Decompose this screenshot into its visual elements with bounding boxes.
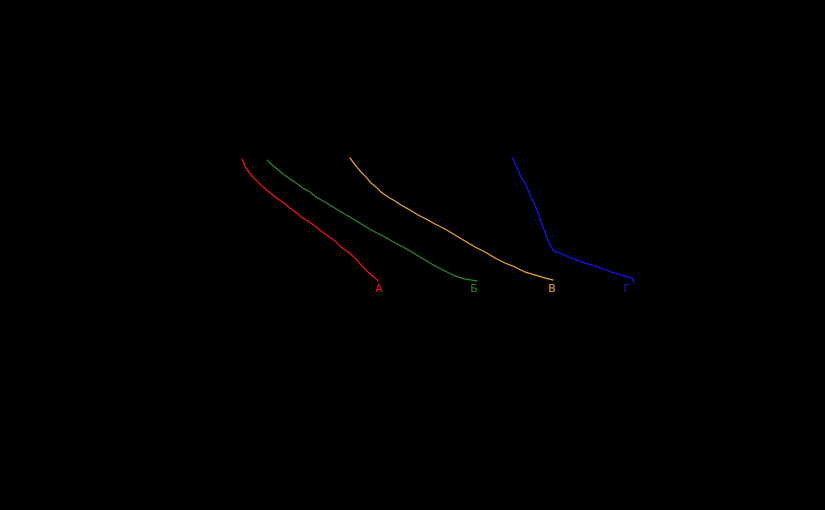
curve-g-label: Г (624, 282, 631, 295)
curve-a-label: А (375, 282, 383, 295)
curve-g-line (511, 157, 635, 284)
curve-v-line (349, 157, 554, 281)
curve-b-line (266, 159, 478, 282)
curve-b-label: Б (470, 282, 478, 295)
curve-a-line (241, 158, 379, 282)
curve-v-label: В (548, 282, 556, 295)
